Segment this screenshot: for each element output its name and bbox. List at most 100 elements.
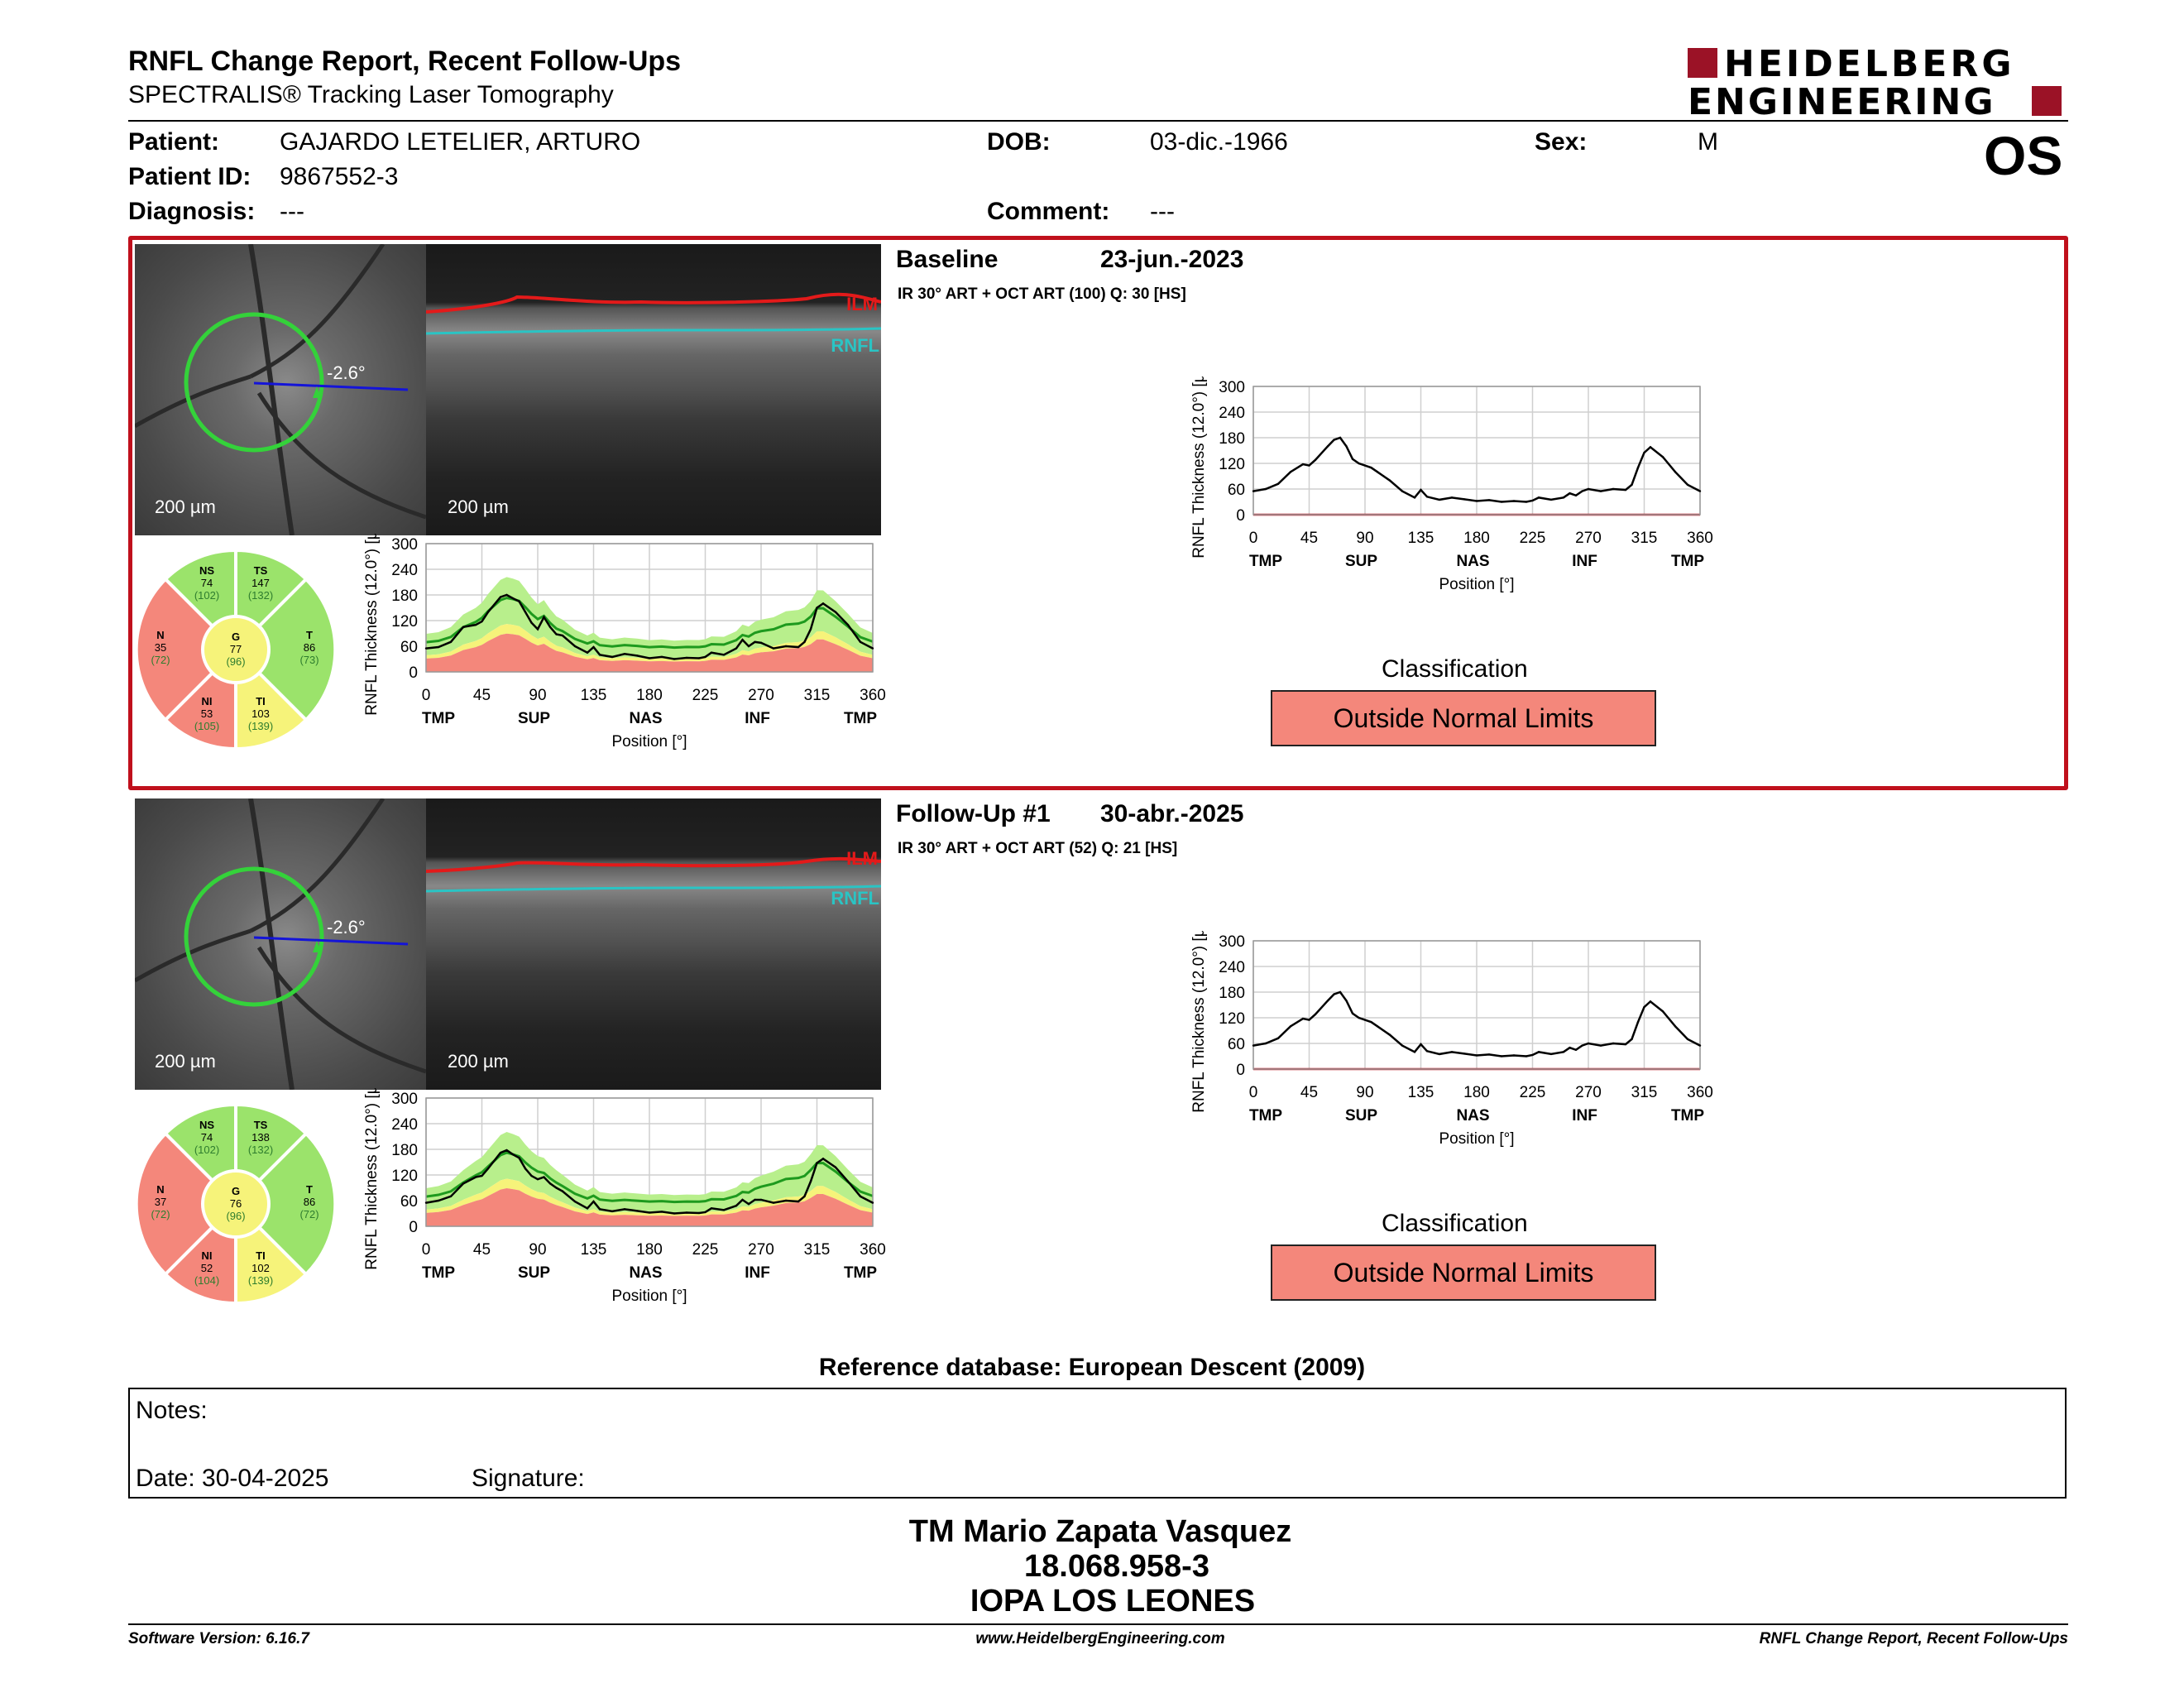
- region-label: TMP: [1671, 553, 1704, 570]
- x-tick-label: 225: [1520, 530, 1546, 547]
- data-point-followup-profile: [462, 1182, 465, 1185]
- ilm-label-baseline: ILM: [846, 294, 878, 314]
- data-point-baseline-profile: [859, 640, 862, 644]
- y-tick-label: 180: [391, 587, 418, 605]
- data-point-baseline-profile: [784, 645, 788, 648]
- sector-ni-followup: NI 52 (104): [194, 1249, 220, 1287]
- x-tick-label: 270: [1575, 1084, 1602, 1101]
- data-point-followup-profile: [803, 1195, 806, 1198]
- data-point-followup-change: [1475, 1054, 1478, 1057]
- data-point-baseline-change: [1487, 499, 1491, 501]
- data-point-baseline-profile: [586, 651, 589, 654]
- data-point-followup-change: [1301, 1017, 1305, 1020]
- sector-g-baseline: G 77 (96): [226, 631, 246, 668]
- region-label: SUP: [1345, 1107, 1377, 1125]
- region-label: TMP: [1249, 553, 1282, 570]
- x-tick-label: 45: [473, 1241, 491, 1259]
- data-point-followup-change: [1649, 1000, 1652, 1003]
- data-point-baseline-profile: [704, 655, 706, 659]
- data-point-baseline-profile: [741, 639, 744, 641]
- x-axis-label: Position [°]: [1439, 1130, 1514, 1148]
- data-point-followup-change: [1326, 1000, 1329, 1002]
- y-tick-label: 0: [1236, 507, 1245, 525]
- sex-label: Sex:: [1535, 128, 1588, 156]
- data-point-baseline-change: [1264, 487, 1267, 491]
- data-point-baseline-change: [1525, 501, 1528, 503]
- data-point-followup-profile: [474, 1176, 477, 1178]
- rnfl-profile-chart-baseline: 0 60 120 180 240 300 0 45 90 135 180 225 270 315 360 TM…: [363, 534, 886, 750]
- data-point-followup-change: [1438, 1053, 1441, 1056]
- data-point-followup-profile: [424, 1201, 428, 1204]
- data-point-followup-profile: [573, 1200, 577, 1203]
- data-point-baseline-change: [1562, 496, 1565, 499]
- sector-wheel-followup: NS 74 (102) TS 138 (132) N 37 (72) G 76 (96) T 86…: [132, 1101, 339, 1307]
- data-point-followup-profile: [797, 1200, 800, 1203]
- rnfl-change-chart-baseline: 0 60 120 180 240 300 0 45 90 135 180 225 270 315 360 TM…: [1190, 376, 1713, 593]
- y-tick-label: 240: [1219, 405, 1245, 422]
- data-point-followup-change: [1276, 1037, 1280, 1039]
- data-point-followup-profile: [449, 1195, 453, 1198]
- region-label: TMP: [422, 1264, 455, 1282]
- x-tick-label: 360: [860, 687, 886, 704]
- data-point-baseline-change: [1345, 445, 1348, 448]
- data-point-baseline-change: [1643, 451, 1645, 454]
- classification-badge-followup: Outside Normal Limits: [1271, 1244, 1656, 1301]
- operator-center: IOPA LOS LEONES: [970, 1584, 1256, 1618]
- data-point-baseline-profile: [481, 620, 483, 623]
- data-point-followup-change: [1264, 1042, 1267, 1045]
- heidelberg-logo: HEIDELBERG ENGINEERING: [1688, 43, 2068, 123]
- x-tick-label: 90: [1356, 530, 1373, 547]
- website-link[interactable]: www.HeidelbergEngineering.com: [975, 1630, 1225, 1647]
- normal-band: [426, 577, 873, 659]
- patient-value: GAJARDO LETELIER, ARTURO: [280, 128, 641, 156]
- classification-label-baseline: Classification: [1382, 655, 1528, 683]
- data-point-followup-change: [1345, 1000, 1348, 1002]
- data-point-baseline-profile: [871, 647, 874, 650]
- data-point-followup-change: [1574, 1048, 1578, 1051]
- rnfl-change-chart-followup: 0 60 120 180 240 300 0 45 90 135 180 225 270 315 360 TM…: [1190, 931, 1713, 1148]
- data-point-followup-change: [1636, 1020, 1640, 1024]
- data-point-baseline-change: [1351, 458, 1354, 461]
- diagnosis-label: Diagnosis:: [128, 198, 256, 225]
- data-point-baseline-change: [1674, 471, 1677, 473]
- data-point-baseline-profile: [747, 645, 750, 648]
- data-point-baseline-change: [1531, 499, 1534, 502]
- data-point-followup-change: [1562, 1051, 1565, 1053]
- data-point-baseline-change: [1636, 466, 1640, 469]
- oct-bscan-baseline: ILM RNFL 200 µm: [426, 244, 881, 535]
- data-point-baseline-change: [1574, 494, 1578, 496]
- data-point-baseline-change: [1698, 490, 1702, 492]
- data-point-baseline-profile: [530, 621, 533, 624]
- data-point-followup-change: [1698, 1044, 1702, 1047]
- data-point-baseline-profile: [486, 611, 490, 613]
- fundus-angle-baseline: -2.6°: [327, 362, 366, 383]
- region-label: NAS: [1456, 553, 1489, 570]
- y-axis-label: RNFL Thickness (12.0°) [µm]: [1190, 376, 1208, 559]
- data-point-baseline-profile: [499, 596, 502, 598]
- data-point-baseline-profile: [635, 655, 639, 657]
- sector-t-baseline: T 86 (73): [299, 629, 319, 666]
- sector-t-followup: T 86 (72): [299, 1183, 319, 1220]
- data-point-baseline-change: [1363, 464, 1367, 467]
- exam-date-baseline: 23-jun.-2023: [1100, 246, 1244, 273]
- region-label: TMP: [1671, 1107, 1704, 1125]
- data-point-followup-profile: [635, 1210, 639, 1212]
- x-tick-label: 180: [1463, 1084, 1490, 1101]
- y-tick-label: 180: [391, 1142, 418, 1159]
- region-label: INF: [1572, 553, 1597, 570]
- sector-ti-followup: TI 102 (139): [247, 1249, 274, 1287]
- data-point-followup-change: [1351, 1012, 1354, 1015]
- sector-n-followup: N 37 (72): [151, 1183, 170, 1220]
- data-point-baseline-change: [1624, 488, 1627, 492]
- notes-label: Notes:: [136, 1397, 208, 1424]
- data-point-followup-profile: [809, 1180, 812, 1182]
- borderline-band: [426, 1178, 873, 1216]
- data-point-baseline-change: [1388, 479, 1391, 482]
- fundus-angle-followup: -2.6°: [327, 917, 366, 938]
- fundus-scale-followup: 200 µm: [155, 1051, 216, 1072]
- y-tick-label: 300: [1219, 379, 1245, 396]
- data-point-baseline-profile: [759, 641, 763, 645]
- data-point-baseline-profile: [598, 654, 601, 656]
- x-tick-label: 270: [748, 1241, 774, 1259]
- data-point-baseline-change: [1339, 436, 1342, 439]
